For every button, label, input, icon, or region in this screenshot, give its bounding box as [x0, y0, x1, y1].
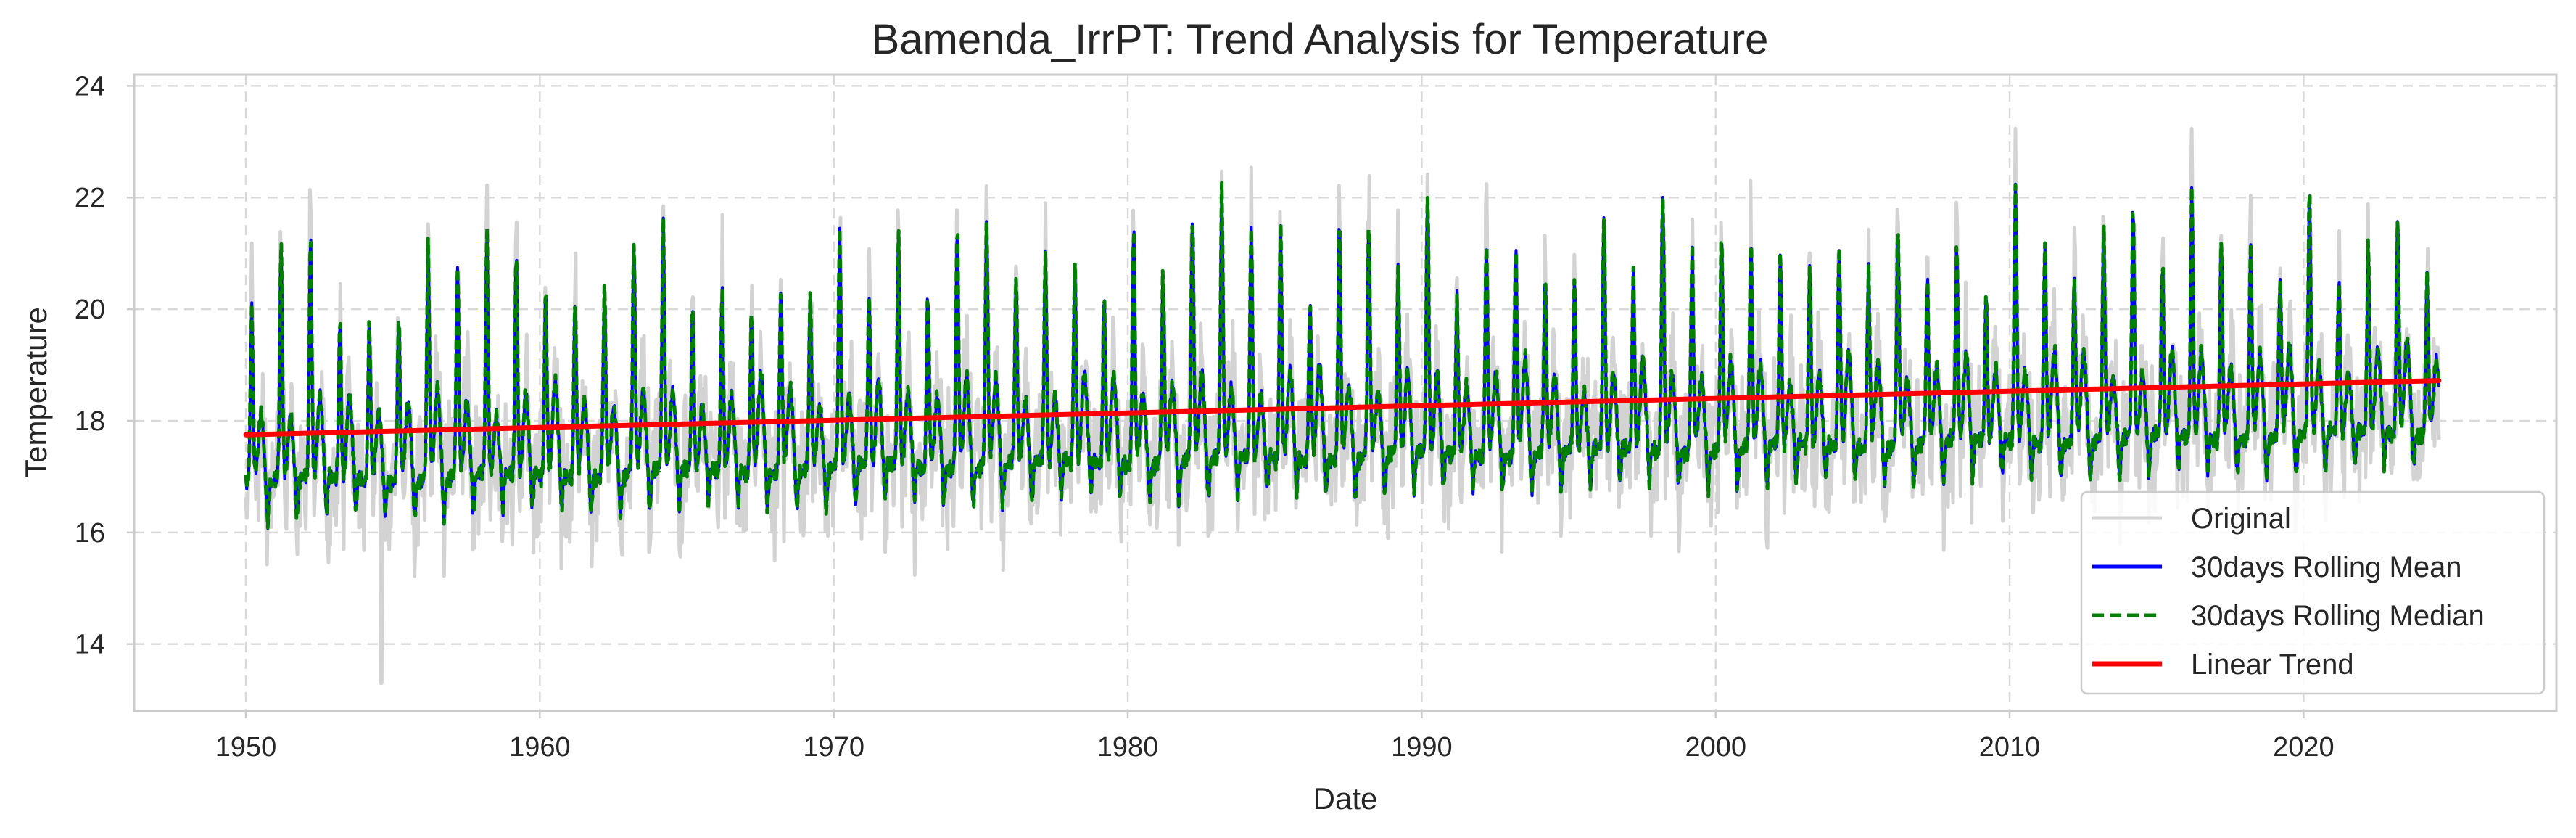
legend-entry-label: 30days Rolling Mean [2191, 551, 2462, 583]
axis-ticks: 1950 1960 1970 1980 1990 2000 2010 2020 14 16 18 20… [75, 71, 2334, 763]
series-layer [243, 126, 2442, 685]
y-tick-label: 16 [75, 518, 105, 549]
y-axis-label: Temperature [19, 307, 53, 478]
legend: Original 30days Rolling Mean 30days Rollin… [2080, 490, 2546, 695]
linear-trend-series-line [243, 378, 2442, 438]
x-tick-label: 2000 [1685, 732, 1746, 763]
legend-entry-label: Original [2191, 503, 2291, 535]
x-tick-label: 1950 [215, 732, 277, 763]
legend-entry-label: 30days Rolling Median [2191, 600, 2485, 632]
y-tick-label: 18 [75, 406, 105, 437]
legend-box [2080, 490, 2546, 695]
y-tick-label: 22 [75, 183, 105, 213]
x-tick-label: 1970 [803, 732, 864, 763]
chart-title: Bamenda_IrrPT: Trend Analysis for Temper… [872, 16, 1769, 63]
x-tick-label: 1980 [1097, 732, 1159, 763]
x-tick-label: 1960 [509, 732, 571, 763]
y-tick-label: 20 [75, 295, 105, 325]
x-axis-label: Date [1313, 781, 1378, 816]
rolling-median-series-line [244, 181, 2441, 530]
x-tick-label: 2010 [1979, 732, 2041, 763]
x-tick-label: 1990 [1391, 732, 1453, 763]
plot-area-border [133, 73, 2558, 712]
legend-entry-label: Linear Trend [2191, 649, 2354, 681]
y-tick-label: 14 [75, 630, 105, 660]
y-tick-label: 24 [75, 71, 105, 102]
x-tick-label: 2020 [2273, 732, 2334, 763]
